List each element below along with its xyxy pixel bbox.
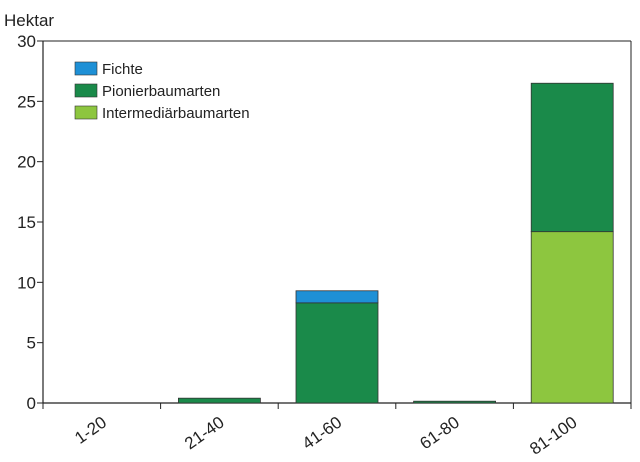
x-tick-label: 41-60 bbox=[299, 413, 346, 454]
legend-label: Intermediärbaumarten bbox=[102, 105, 250, 122]
legend-label: Fichte bbox=[102, 61, 143, 78]
y-tick-label: 25 bbox=[17, 92, 36, 111]
y-tick-label: 15 bbox=[17, 213, 36, 232]
legend-label: Pionierbaumarten bbox=[102, 83, 220, 100]
x-axis-ticks: 1-20 21-40 41-60 61-80 81-100 bbox=[42, 403, 632, 459]
legend-swatch bbox=[74, 83, 98, 98]
x-tick-label: 81-100 bbox=[526, 413, 580, 459]
bars bbox=[177, 82, 614, 404]
bar-Fichte-41-60 bbox=[295, 290, 379, 304]
bar-Pionierbaumarten-21-40 bbox=[177, 397, 261, 404]
x-tick-label: 1-20 bbox=[71, 413, 110, 448]
legend: Fichte Pionierbaumarten Intermediärbaumart… bbox=[74, 61, 250, 122]
legend-swatch bbox=[74, 61, 98, 76]
bar-Pionierbaumarten-41-60 bbox=[295, 302, 379, 404]
y-tick-label: 0 bbox=[27, 394, 36, 413]
y-tick-label: 10 bbox=[17, 273, 36, 292]
y-axis-label: Hektar bbox=[4, 11, 54, 30]
x-tick-label: 21-40 bbox=[181, 413, 228, 454]
bar-Pionierbaumarten-61-80 bbox=[413, 400, 497, 404]
y-tick-label: 20 bbox=[17, 153, 36, 172]
bar-Intermediärbaumarten-81-100 bbox=[530, 231, 614, 404]
x-tick-label: 61-80 bbox=[416, 413, 463, 454]
y-tick-label: 5 bbox=[27, 334, 36, 353]
legend-swatch bbox=[74, 105, 98, 120]
y-axis-ticks: 0 5 10 15 20 25 30 bbox=[17, 32, 43, 413]
bar-Pionierbaumarten-81-100 bbox=[530, 82, 614, 233]
y-tick-label: 30 bbox=[17, 32, 36, 51]
